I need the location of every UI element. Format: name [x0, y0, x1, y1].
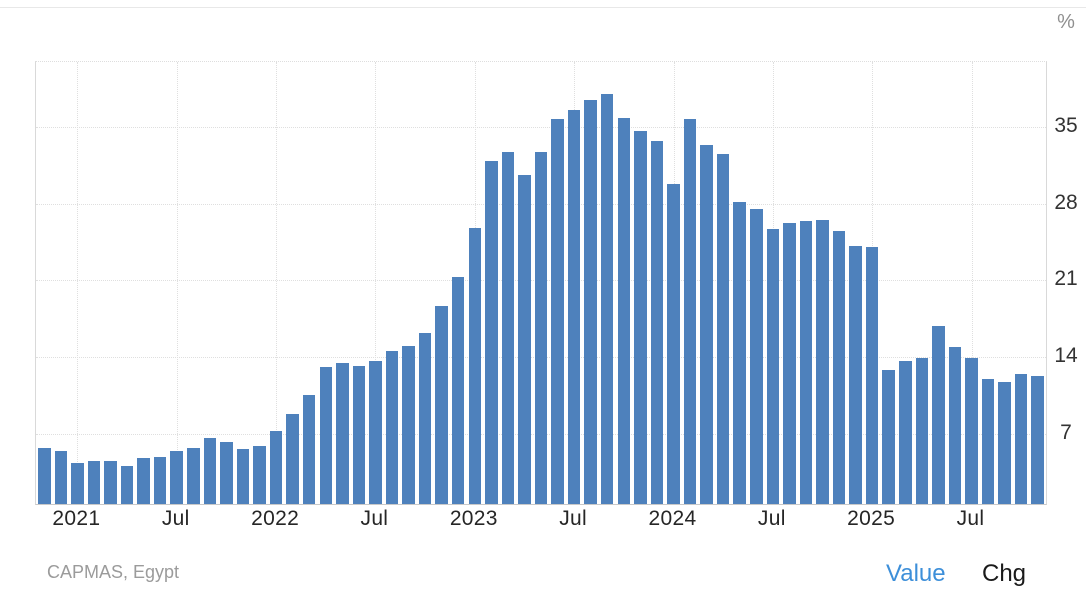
bar-2023-02[interactable]	[485, 160, 498, 504]
bar-2023-01[interactable]	[468, 227, 482, 504]
bar-2025-10[interactable]	[1014, 373, 1028, 504]
bar-2021-08[interactable]	[187, 448, 200, 504]
x-tick-label-2021-01: 2021	[52, 507, 101, 530]
x-tick-label-2022-07: Jul	[360, 507, 389, 530]
bar-2024-06[interactable]	[750, 209, 763, 504]
bar-2025-09[interactable]	[998, 382, 1011, 504]
bar-2025-01[interactable]	[865, 247, 879, 504]
y-tick-label-28: 28	[1054, 190, 1078, 214]
bar-2025-02[interactable]	[882, 370, 895, 504]
bar-2023-12[interactable]	[650, 141, 664, 504]
gridline-x-2021-07	[176, 62, 178, 504]
bar-2023-05[interactable]	[534, 151, 548, 504]
top-divider	[0, 7, 1086, 8]
bar-2022-10[interactable]	[418, 332, 432, 504]
bar-2021-03[interactable]	[104, 461, 117, 504]
x-tick-label-2024-01: 2024	[648, 507, 697, 530]
x-axis: 2021 Jul 2022 Jul 2023 Jul 2024 Jul 2025 Jul	[35, 504, 1045, 532]
y-tick-label-21: 21	[1054, 267, 1078, 291]
bar-2023-10[interactable]	[617, 117, 631, 504]
chart-plot-area[interactable]	[35, 61, 1047, 505]
bar-2022-04[interactable]	[319, 366, 332, 504]
gridline-x-2025-07	[971, 62, 973, 504]
bar-2024-08[interactable]	[783, 223, 796, 504]
y-axis-unit-label: %	[1057, 11, 1075, 33]
bar-2025-04[interactable]	[915, 358, 929, 504]
bar-2022-08[interactable]	[385, 350, 399, 504]
bar-2021-11[interactable]	[236, 449, 250, 504]
bar-2025-03[interactable]	[899, 361, 912, 504]
bar-2022-06[interactable]	[352, 365, 366, 504]
bar-2022-11[interactable]	[435, 305, 448, 504]
bar-2024-03[interactable]	[700, 145, 713, 504]
bar-2024-10[interactable]	[816, 219, 829, 504]
x-tick-label-2024-07: Jul	[757, 507, 786, 530]
gridline-x-2022-07	[375, 62, 377, 504]
bar-2022-01[interactable]	[269, 430, 283, 504]
value-tab-link[interactable]: Value	[886, 560, 946, 587]
bar-2021-10[interactable]	[220, 441, 233, 504]
y-tick-label-35: 35	[1054, 113, 1078, 137]
bar-2024-02[interactable]	[683, 119, 697, 504]
bar-2023-09[interactable]	[600, 93, 614, 504]
bar-2025-08[interactable]	[981, 379, 995, 504]
bar-2024-11[interactable]	[832, 230, 846, 504]
bar-2024-04[interactable]	[716, 154, 730, 504]
y-tick-label-7: 7	[1060, 420, 1072, 444]
x-tick-label-2023-01: 2023	[449, 507, 498, 530]
bar-2023-08[interactable]	[584, 100, 597, 504]
gridline-y-35	[36, 126, 1046, 128]
bar-2022-12[interactable]	[451, 277, 465, 504]
x-tick-label-2021-07: Jul	[161, 507, 190, 530]
chart-source-label: CAPMAS, Egypt	[47, 562, 180, 582]
bar-2021-04[interactable]	[120, 465, 134, 504]
bar-2021-06[interactable]	[153, 456, 167, 504]
bar-2025-11[interactable]	[1031, 375, 1044, 504]
bar-2023-07[interactable]	[567, 110, 581, 504]
x-tick-label-2022-01: 2022	[251, 507, 300, 530]
y-tick-label-14: 14	[1054, 344, 1078, 367]
bar-2020-11[interactable]	[38, 448, 51, 504]
bar-2022-09[interactable]	[402, 346, 415, 504]
bar-2022-03[interactable]	[302, 395, 316, 504]
x-tick-label-2025-01: 2025	[847, 507, 896, 530]
bar-2021-09[interactable]	[203, 438, 217, 504]
bar-2024-05[interactable]	[733, 202, 746, 504]
y-axis: 7 14 21 28 35	[1046, 61, 1086, 503]
chg-tab-link[interactable]: Chg	[982, 560, 1027, 587]
bar-2023-11[interactable]	[634, 131, 647, 504]
bar-2024-01[interactable]	[667, 183, 680, 504]
bar-2023-04[interactable]	[518, 175, 531, 504]
bar-2021-07[interactable]	[170, 451, 183, 504]
gridline-x-2022-01	[276, 62, 278, 504]
bar-2021-05[interactable]	[137, 457, 150, 504]
bar-2025-07[interactable]	[965, 358, 978, 504]
x-tick-label-2023-07: Jul	[559, 507, 587, 530]
bar-2021-12[interactable]	[253, 445, 266, 504]
bar-2024-12[interactable]	[849, 246, 862, 504]
gridline-x-2021-01	[77, 62, 79, 504]
x-tick-label-2025-07: Jul	[956, 507, 985, 530]
bar-2022-02[interactable]	[286, 414, 299, 504]
bar-2023-03[interactable]	[501, 151, 515, 504]
bar-2025-06[interactable]	[948, 347, 962, 504]
bar-2021-02[interactable]	[87, 461, 101, 504]
bar-2020-12[interactable]	[54, 451, 68, 504]
bar-2024-07[interactable]	[766, 228, 780, 504]
bar-2022-05[interactable]	[336, 362, 349, 504]
bar-2025-05[interactable]	[932, 326, 945, 504]
bar-2021-01[interactable]	[71, 463, 84, 504]
bar-2024-09[interactable]	[799, 221, 813, 504]
bar-2022-07[interactable]	[369, 361, 382, 504]
bar-2023-06[interactable]	[551, 119, 564, 504]
